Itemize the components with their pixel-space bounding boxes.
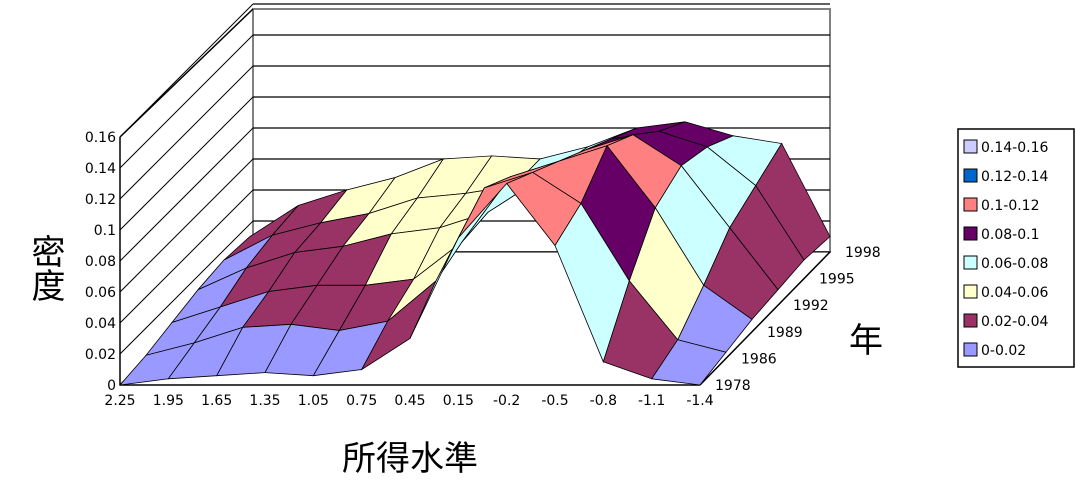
legend-box (957, 128, 1075, 368)
y-axis-ticks: 1978 1986 1989 1992 1995 1998 (715, 245, 881, 394)
legend-label: 0.1-0.12 (981, 198, 1040, 214)
legend-label: 0.04-0.06 (981, 285, 1048, 301)
legend-swatch (963, 139, 978, 154)
legend-swatch (963, 342, 978, 357)
x-tick-label: 1.65 (201, 393, 232, 409)
legend-swatch (963, 284, 978, 299)
x-tick-label: -0.2 (493, 393, 520, 409)
side-gridline (119, 3, 254, 138)
z-tick-label: 0.1 (94, 223, 116, 239)
y-tick-label: 1989 (767, 325, 803, 341)
side-gridline (119, 189, 254, 324)
density-surface (119, 121, 831, 386)
surface-cell (651, 339, 727, 386)
side-wall (119, 3, 254, 386)
side-gridline (119, 96, 254, 231)
side-wall-gridlines (119, 3, 254, 355)
legend: 0.14-0.16 0.12-0.14 0.1-0.12 0.08-0.1 0.06-0… (957, 128, 1075, 368)
side-gridline (119, 220, 254, 355)
z-tick-label: 0.08 (85, 254, 116, 270)
side-gridline (119, 65, 254, 200)
x-tick-label: 0.45 (394, 393, 425, 409)
z-tick-label: 0.04 (85, 316, 116, 332)
y-tick-label: 1998 (845, 245, 881, 261)
x-tick-label: 1.95 (153, 393, 184, 409)
legend-label: 0.06-0.08 (981, 256, 1048, 272)
side-gridline (119, 127, 254, 262)
legend-label: 0-0.02 (981, 343, 1026, 359)
z-tick-label: 0 (107, 378, 116, 394)
legend-label: 0.12-0.14 (981, 169, 1048, 185)
x-axis-title: 所得水準 (342, 439, 478, 479)
side-gridline (119, 158, 254, 293)
legend-swatch (963, 255, 978, 270)
z-axis-ticks: 0 0.02 0.04 0.06 0.08 0.1 0.12 0.14 0.16 (85, 130, 116, 394)
legend-swatch (963, 226, 978, 241)
z-axis-title: 密度 (25, 234, 65, 302)
side-gridline (119, 34, 254, 169)
legend-label: 0.08-0.1 (981, 227, 1040, 243)
z-tick-label: 0.02 (85, 347, 116, 363)
y-tick-label: 1978 (715, 378, 751, 394)
z-tick-label: 0.14 (85, 161, 116, 177)
y-axis-line (699, 251, 831, 386)
legend-swatch (963, 168, 978, 183)
legend-items: 0.14-0.16 0.12-0.14 0.1-0.12 0.08-0.1 0.06-0… (963, 139, 1048, 359)
x-tick-label: 0.15 (443, 393, 474, 409)
y-tick-label: 1992 (793, 298, 829, 314)
legend-label: 0.14-0.16 (981, 140, 1048, 156)
z-tick-label: 0.06 (85, 285, 116, 301)
x-tick-label: -1.4 (686, 393, 713, 409)
legend-swatch (963, 313, 978, 328)
x-tick-label: 1.35 (249, 393, 280, 409)
x-tick-label: 2.25 (104, 393, 135, 409)
legend-swatch (963, 197, 978, 212)
y-axis-title: 年 (849, 321, 883, 361)
x-tick-label: -1.1 (638, 393, 665, 409)
y-tick-label: 1995 (819, 272, 855, 288)
z-tick-label: 0.16 (85, 130, 116, 146)
y-tick-label: 1986 (741, 351, 777, 367)
x-tick-label: -0.5 (541, 393, 568, 409)
x-axis-ticks: 2.25 1.95 1.65 1.35 1.05 0.75 0.45 0.15 -0.2 -0.5… (104, 393, 713, 409)
side-wall-top-edge (119, 8, 254, 138)
legend-label: 0.02-0.04 (981, 314, 1048, 330)
x-tick-label: 1.05 (298, 393, 329, 409)
x-tick-label: 0.75 (346, 393, 377, 409)
x-tick-label: -0.8 (590, 393, 617, 409)
z-tick-label: 0.12 (85, 192, 116, 208)
